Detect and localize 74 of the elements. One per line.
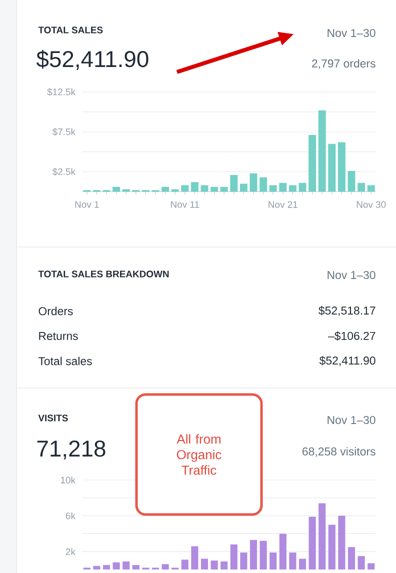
y-tick-label: 6k (66, 512, 76, 520)
chart-title: TOTAL SALES (38, 26, 103, 34)
text: Orders (38, 306, 73, 316)
text: TOTAL SALES BREAKDOWN (38, 270, 169, 278)
bar (308, 516, 316, 570)
bar (279, 182, 287, 192)
y-tick-label: $7.5k (52, 128, 76, 136)
bar (368, 563, 375, 570)
text: 2,797 orders (312, 59, 376, 69)
x-tick-label: Nov 11 (171, 201, 200, 208)
bar (230, 174, 238, 192)
bar (260, 177, 268, 192)
bar (358, 182, 366, 192)
bar (200, 558, 208, 570)
bar (210, 560, 218, 570)
bar (338, 142, 346, 192)
bar (230, 544, 238, 570)
x-tick-label: Nov 30 (356, 201, 386, 208)
chart-subtitle: 71,218 (37, 440, 106, 460)
text: Returns (39, 332, 78, 340)
bar (298, 558, 306, 570)
text: Nov 1–30 (328, 28, 376, 38)
text: $52,411.90 (319, 356, 376, 366)
bar (93, 566, 100, 570)
y-tick-label: $2.5k (52, 168, 76, 176)
bar (269, 185, 277, 192)
bar (132, 565, 140, 570)
bar (250, 173, 258, 192)
bar (358, 556, 365, 570)
bar (348, 547, 356, 570)
bar (112, 562, 120, 570)
text: Nov 1–30 (328, 416, 376, 424)
x-tick-label: Nov 1 (75, 201, 99, 208)
bar (220, 186, 228, 192)
bar (270, 552, 277, 570)
text: Total sales (38, 356, 92, 366)
y-tick-label: $12.5k (47, 88, 76, 96)
bar (308, 135, 316, 192)
bar (348, 170, 356, 192)
bar (240, 184, 248, 192)
text: 68,258 visitors (302, 447, 376, 457)
text: Nov 1–30 (328, 270, 376, 280)
bar (338, 516, 346, 570)
bar (122, 561, 130, 570)
bar (328, 144, 336, 192)
bar (181, 185, 189, 192)
bar (250, 540, 258, 570)
bar (181, 560, 188, 570)
y-tick-label: 10k (60, 476, 76, 484)
bar (102, 565, 110, 570)
bar (162, 186, 170, 192)
bar (191, 546, 198, 570)
text: All from Organic Traffic (176, 434, 222, 475)
text: $52,518.17 (318, 306, 376, 316)
bar (288, 185, 296, 192)
bar (210, 186, 218, 192)
chart-title: VISITS (38, 414, 68, 422)
bar (220, 561, 228, 570)
bar (112, 186, 120, 192)
bar (328, 524, 336, 570)
text: –$106.27 (328, 331, 376, 341)
bar (260, 540, 267, 570)
bar (289, 552, 296, 570)
bar (298, 182, 306, 192)
bar (318, 503, 326, 570)
chart-subtitle: $52,411.90 (36, 50, 148, 70)
bar (318, 110, 326, 192)
x-tick-label: Nov 21 (268, 201, 298, 208)
bar (240, 552, 248, 570)
bar (279, 534, 286, 570)
bar (190, 182, 198, 192)
y-tick-label: 2k (66, 548, 76, 556)
bar (162, 564, 169, 570)
bar (367, 185, 375, 192)
